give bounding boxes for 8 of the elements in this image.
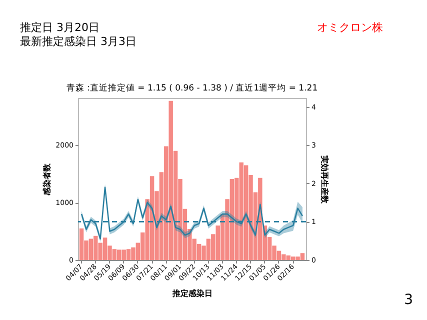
- chart-title: 青森 :直近推定値 = 1.15 ( 0.96 - 1.38 ) / 直近1週平均 = 1.21: [66, 82, 318, 94]
- text: オミクロン株: [317, 20, 383, 35]
- text: 最新推定感染日 3月3日: [20, 34, 136, 49]
- x-axis-title: 推定感染日: [172, 288, 212, 298]
- y2-axis-title: 実効再生産数: [320, 154, 330, 204]
- text: 推定日 3月20日: [20, 20, 100, 35]
- y-axis-title: 感染者数: [42, 162, 52, 196]
- text: 3: [404, 292, 413, 308]
